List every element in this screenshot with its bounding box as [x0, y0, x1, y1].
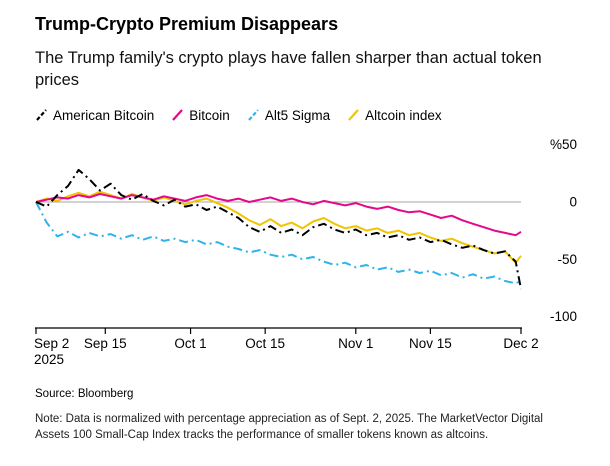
legend-line-marker-icon	[36, 109, 47, 121]
y-tick-label: -50	[557, 251, 577, 266]
legend-label: American Bitcoin	[53, 107, 155, 123]
x-tick-label: Sep 2	[34, 336, 69, 351]
legend-line-marker-icon	[348, 109, 359, 121]
chart-title: Trump-Crypto Premium Disappears	[35, 14, 339, 34]
x-tick-label: Oct 1	[174, 336, 206, 351]
y-tick-label: 0	[569, 194, 577, 209]
x-tick-sublabel: 2025	[34, 352, 64, 367]
x-tick-label: Oct 15	[245, 336, 285, 351]
legend-line-marker-icon	[248, 109, 259, 121]
x-tick-label: Dec 2	[503, 336, 538, 351]
legend: American Bitcoin Bitcoin Alt5 Sigma Altcoin…	[35, 108, 580, 123]
legend-label: Altcoin index	[365, 107, 442, 123]
series-line-bitcoin	[35, 192, 522, 236]
legend-label: Bitcoin	[189, 107, 230, 123]
legend-item-altcoin-index: Altcoin index	[347, 108, 442, 123]
x-tick-label: Sep 15	[84, 336, 127, 351]
chart-subtitle: The Trump family's crypto plays have fal…	[35, 49, 542, 89]
legend-item-alt5-sigma: Alt5 Sigma	[247, 108, 330, 123]
series-line-american-bitcoin	[35, 168, 522, 289]
footnote: Note: Data is normalized with percentage…	[35, 412, 543, 442]
legend-item-american-bitcoin: American Bitcoin	[35, 108, 154, 123]
source-label: Source: Bloomberg	[35, 387, 134, 400]
x-tick-label: Nov 15	[409, 336, 452, 351]
legend-label: Alt5 Sigma	[264, 107, 331, 123]
x-tick-label: Nov 1	[338, 336, 373, 351]
y-tick-label: %50	[550, 137, 577, 152]
article-chart: Trump-Crypto Premium Disappears The Trum…	[34, 14, 580, 442]
y-tick-label: -100	[550, 309, 577, 324]
legend-item-bitcoin: Bitcoin	[171, 108, 230, 123]
legend-line-marker-icon	[172, 109, 184, 121]
